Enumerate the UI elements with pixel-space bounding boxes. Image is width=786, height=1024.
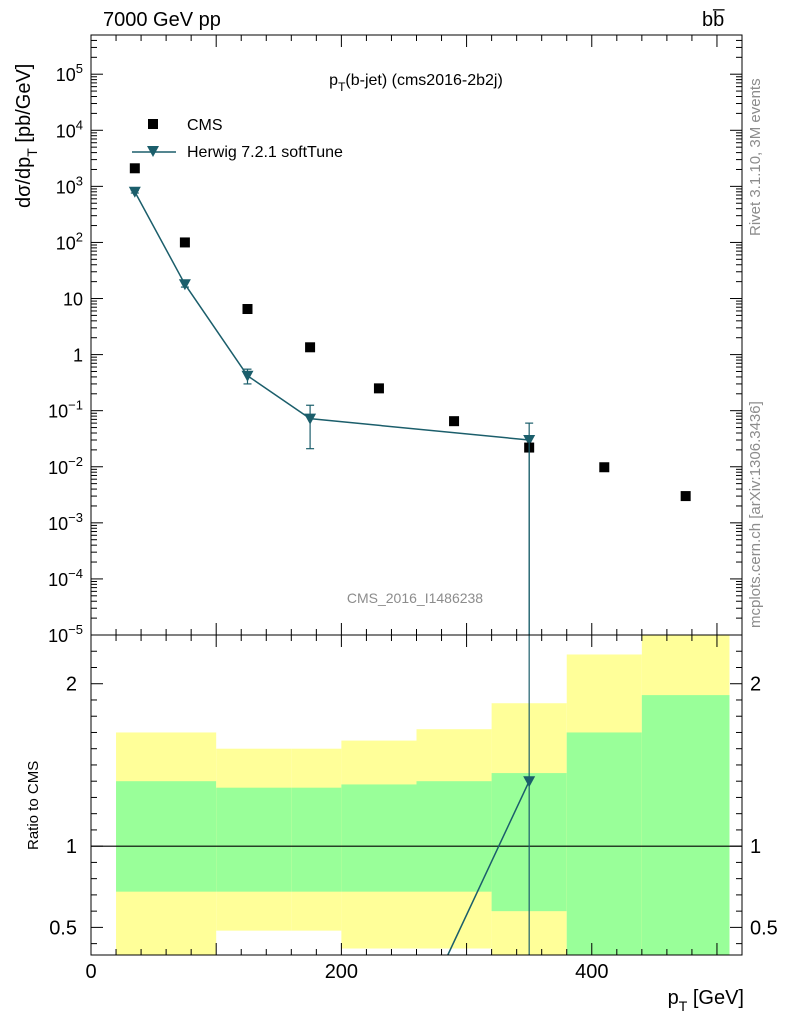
- rivet-version-label: Rivet 3.1.10, 3M events: [747, 78, 764, 236]
- y-tick-label: 1: [73, 346, 83, 366]
- herwig-point: [241, 370, 254, 382]
- inner-uncertainty-band: [641, 695, 730, 955]
- cms-point: [599, 462, 610, 473]
- cms-point: [129, 163, 140, 174]
- cms-point: [305, 342, 316, 353]
- ratio-y-tick-label-right: 0.5: [750, 917, 778, 939]
- y-tick-label: 102: [56, 229, 83, 253]
- ratio-panel: 0.5 0.5 1 1 2 2 0 200 400 Ratio to CMS pT [GeV]: [25, 634, 778, 1014]
- y-tick-label: 10−4: [48, 566, 83, 590]
- inner-uncertainty-band: [341, 784, 417, 892]
- ratio-bands: [91, 635, 742, 955]
- cms-point: [449, 416, 460, 427]
- analysis-watermark: CMS_2016_I1486238: [347, 590, 483, 606]
- cms-point: [179, 237, 190, 248]
- inner-uncertainty-band: [216, 787, 292, 892]
- process-label: bb̅: [702, 8, 725, 31]
- y-tick-label: 10−1: [48, 398, 83, 422]
- energy-label: 7000 GeV pp: [103, 9, 221, 31]
- source-label: mcplots.cern.ch [arXiv:1306.3436]: [747, 401, 764, 628]
- herwig-point: [304, 413, 317, 425]
- inner-uncertainty-band: [291, 787, 342, 892]
- y-tick-label: 10−5: [48, 622, 83, 646]
- ratio-y-label: Ratio to CMS: [25, 761, 42, 850]
- main-y-label: dσ/dpT [pb/GeV]: [13, 64, 40, 208]
- inner-uncertainty-band: [416, 781, 492, 892]
- y-tick-label: 105: [56, 61, 83, 85]
- x-tick-label: 400: [575, 961, 608, 983]
- legend-label-cms: CMS: [187, 117, 223, 134]
- ratio-y-tick-label-right: 2: [750, 674, 761, 696]
- legend-label-herwig: Herwig 7.2.1 softTune: [187, 144, 343, 161]
- x-tick-label: 0: [85, 961, 96, 983]
- y-tick-label: 10−3: [48, 510, 83, 534]
- ratio-y-tick-label-right: 1: [750, 836, 761, 858]
- herwig-line: [134, 191, 530, 441]
- main-title: pT(b-jet) (cms2016-2b2j): [329, 72, 503, 94]
- herwig-point: [128, 186, 141, 198]
- y-tick-label: 103: [56, 173, 83, 197]
- ratio-x-label: pT [GeV]: [668, 987, 744, 1014]
- y-tick-label: 104: [56, 117, 83, 141]
- ratio-data-marks: [447, 635, 536, 956]
- main-data-marks: [128, 163, 691, 635]
- cms-point: [242, 304, 253, 315]
- ratio-axes: 0.5 0.5 1 1 2 2 0 200 400: [49, 635, 778, 983]
- herwig-ratio-point: [523, 776, 536, 788]
- cms-point: [680, 491, 691, 502]
- y-tick-label: 10: [63, 290, 83, 310]
- legend-marker-cms: [148, 119, 158, 129]
- ratio-y-tick-label-left: 1: [66, 836, 77, 858]
- x-tick-label: 200: [325, 961, 358, 983]
- herwig-point: [178, 279, 191, 291]
- cms-point: [373, 383, 384, 394]
- herwig-ratio-line: [447, 780, 530, 956]
- legend-marker-herwig: [147, 146, 159, 157]
- ratio-y-tick-label-left: 0.5: [49, 917, 77, 939]
- ratio-y-tick-label-left: 2: [66, 674, 77, 696]
- legend: CMS Herwig 7.2.1 softTune: [132, 117, 343, 161]
- inner-uncertainty-band: [566, 732, 642, 955]
- y-tick-label: 10−2: [48, 454, 83, 478]
- inner-uncertainty-band: [116, 781, 217, 892]
